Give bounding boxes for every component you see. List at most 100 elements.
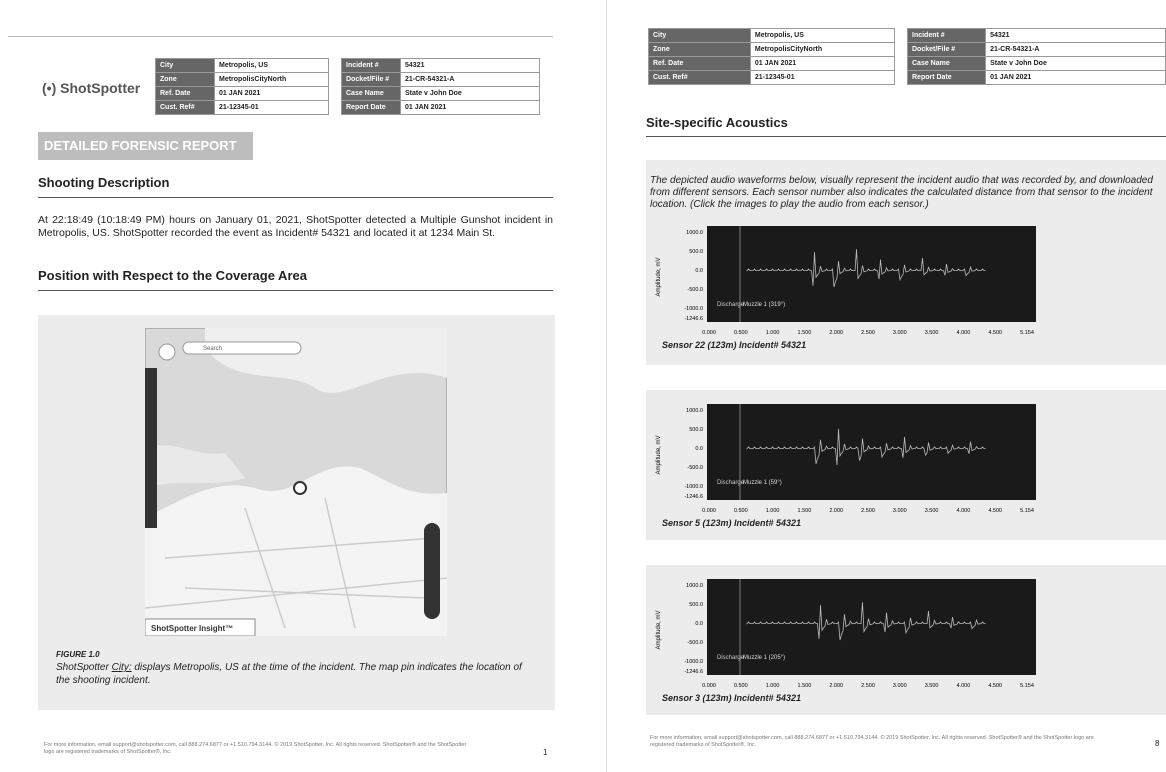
gap: [329, 73, 342, 87]
x-tick-label: 4.500: [988, 683, 1002, 689]
cell-label: Zone: [156, 73, 215, 87]
muzzle-label: Muzzle 1 (205°): [743, 655, 785, 661]
x-tick-label: 5.154: [1020, 683, 1034, 689]
plot-caption: Sensor 3 (123m) Incident# 54321: [662, 693, 801, 703]
y-tick-label: 500.0: [689, 427, 703, 433]
cell-label: Cust. Ref#: [649, 71, 751, 85]
gap: [895, 43, 908, 57]
map-search[interactable]: Search: [203, 346, 222, 352]
gap: [895, 71, 908, 85]
x-tick-label: 3.500: [925, 508, 939, 514]
x-tick-label: 2.500: [861, 683, 875, 689]
cell-label: City: [649, 29, 751, 43]
x-tick-label: 3.500: [925, 330, 939, 336]
y-tick-label: -1246.6: [684, 316, 703, 322]
map: Search ShotSpotter Insight™: [145, 328, 447, 636]
y-tick-label: 1000.0: [686, 583, 703, 589]
cell-value: 21-CR-54321-A: [986, 43, 1166, 57]
x-tick-label: 4.000: [957, 330, 971, 336]
cell-label: Report Date: [908, 71, 986, 85]
cell-value: 01 JAN 2021: [750, 57, 895, 71]
y-tick-label: -1246.6: [684, 669, 703, 675]
x-tick-label: 2.000: [829, 508, 843, 514]
cell-value: 01 JAN 2021: [986, 71, 1166, 85]
page-number: 8: [1155, 739, 1159, 748]
y-tick-label: -1246.6: [684, 494, 703, 500]
x-tick-label: 1.500: [798, 683, 812, 689]
cell-value: Metropolis, US: [215, 59, 329, 73]
cell-label: Docket/File #: [342, 73, 401, 87]
cell-label: Case Name: [908, 57, 986, 71]
gap: [895, 57, 908, 71]
cell-label: Cust. Ref#: [156, 101, 215, 115]
y-tick-label: 0.0: [695, 621, 703, 627]
document: (•) ShotSpotter CityMetropolis, USIncide…: [0, 0, 1166, 772]
y-tick-label: 0.0: [695, 268, 703, 274]
y-axis-label: Amplitude, mV: [656, 435, 662, 474]
x-tick-label: 0.500: [734, 508, 748, 514]
paragraph: At 22:18:49 (10:18:49 PM) hours on Janua…: [38, 214, 553, 240]
cell-label: Incident #: [342, 59, 401, 73]
x-tick-label: 5.154: [1020, 508, 1034, 514]
gap: [329, 101, 342, 115]
cell-value: MetropolisCityNorth: [215, 73, 329, 87]
muzzle-label: Muzzle 1 (59°): [743, 480, 782, 486]
x-tick-label: 2.500: [861, 508, 875, 514]
cell-value: State v John Doe: [401, 87, 540, 101]
gap: [329, 87, 342, 101]
cell-label: Docket/File #: [908, 43, 986, 57]
x-tick-label: 2.000: [829, 330, 843, 336]
y-tick-label: -1000.0: [684, 306, 703, 312]
figure-caption: ShotSpotter City: displays Metropolis, U…: [56, 661, 536, 687]
cell-value: Metropolis, US: [750, 29, 895, 43]
x-tick-label: 5.154: [1020, 330, 1034, 336]
rule: [38, 290, 553, 291]
rule: [646, 136, 1166, 137]
x-tick-label: 1.500: [798, 330, 812, 336]
y-tick-label: 500.0: [689, 249, 703, 255]
x-tick-label: 1.000: [766, 330, 780, 336]
y-tick-label: 0.0: [695, 446, 703, 452]
x-tick-label: 1.000: [766, 683, 780, 689]
x-tick-label: 0.000: [702, 683, 716, 689]
cell-label: Case Name: [342, 87, 401, 101]
x-tick-label: 3.000: [893, 683, 907, 689]
section-heading: Site-specific Acoustics: [646, 115, 788, 130]
x-tick-label: 1.000: [766, 508, 780, 514]
cell-value: 01 JAN 2021: [215, 87, 329, 101]
gap: [329, 59, 342, 73]
cell-value: 54321: [401, 59, 540, 73]
page-divider: [606, 0, 607, 772]
cell-label: Incident #: [908, 29, 986, 43]
y-tick-label: 500.0: [689, 602, 703, 608]
cell-label: Ref. Date: [649, 57, 751, 71]
waveform-plot: Amplitude, mV1000.0500.00.0-500.0-1000.0…: [650, 400, 1050, 522]
map-brand: ShotSpotter Insight™: [151, 624, 233, 633]
cell-label: Report Date: [342, 101, 401, 115]
x-tick-label: 2.000: [829, 683, 843, 689]
x-tick-label: 4.500: [988, 508, 1002, 514]
y-axis-label: Amplitude, mV: [656, 610, 662, 649]
y-tick-label: -500.0: [687, 287, 703, 293]
x-tick-label: 0.000: [702, 508, 716, 514]
x-tick-label: 3.000: [893, 508, 907, 514]
report-title: DETAILED FORENSIC REPORT: [38, 132, 253, 160]
gap: [895, 29, 908, 43]
rule: [38, 197, 553, 198]
y-tick-label: 1000.0: [686, 408, 703, 414]
cell-value: 21-12345-01: [750, 71, 895, 85]
logo: (•) ShotSpotter: [42, 80, 140, 96]
discharge-label: Discharge: [717, 302, 745, 308]
page-top-border: [8, 36, 553, 37]
y-tick-label: 1000.0: [686, 230, 703, 236]
x-tick-label: 1.500: [798, 508, 812, 514]
footer: For more information, email support@shot…: [650, 735, 1110, 749]
waveform-plot: Amplitude, mV1000.0500.00.0-500.0-1000.0…: [650, 222, 1050, 344]
discharge-label: Discharge: [717, 480, 745, 486]
